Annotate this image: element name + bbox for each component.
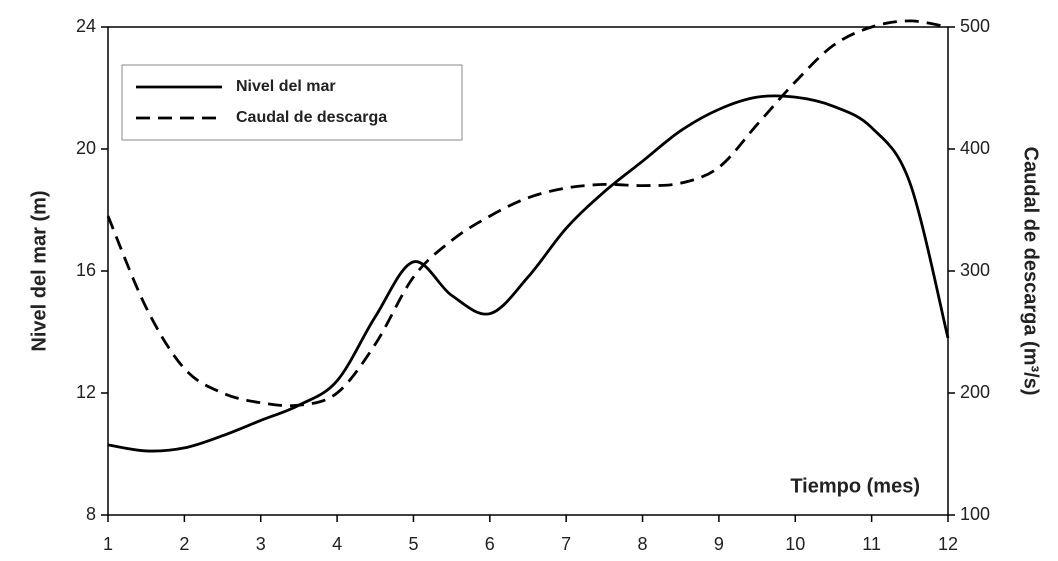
series-line	[107, 94, 950, 453]
x-tick-label: 3	[256, 534, 266, 554]
y2-tick-label: 100	[960, 504, 990, 524]
x-axis-label: Tiempo (mes)	[790, 475, 920, 497]
y-tick-label: 24	[76, 16, 96, 36]
y-axis-label: Nivel del mar (m)	[28, 190, 50, 351]
y-tick-label: 16	[76, 260, 96, 280]
x-tick-label: 10	[785, 534, 805, 554]
x-tick-label: 6	[485, 534, 495, 554]
y-tick-label: 8	[86, 504, 96, 524]
y2-tick-label: 300	[960, 260, 990, 280]
y2-tick-label: 500	[960, 16, 990, 36]
legend-label: Caudal de descarga	[236, 109, 387, 126]
legend-label: Nivel del mar	[236, 78, 336, 95]
y-tick-label: 20	[76, 138, 96, 158]
x-tick-label: 1	[103, 534, 113, 554]
y2-tick-label: 200	[960, 382, 990, 402]
y-tick-label: 12	[76, 382, 96, 402]
series-line	[106, 19, 949, 408]
y2-tick-label: 400	[960, 138, 990, 158]
x-tick-label: 11	[862, 534, 881, 554]
x-tick-label: 5	[408, 534, 418, 554]
x-tick-label: 8	[638, 534, 648, 554]
y2-axis-label: Caudal de descarga (m³/s)	[1020, 147, 1042, 396]
legend-box	[121, 64, 463, 141]
x-tick-label: 7	[561, 534, 571, 554]
x-tick-label: 9	[714, 534, 724, 554]
x-tick-label: 4	[332, 534, 342, 554]
x-tick-label: 2	[179, 534, 189, 554]
x-tick-label: 12	[938, 534, 958, 554]
